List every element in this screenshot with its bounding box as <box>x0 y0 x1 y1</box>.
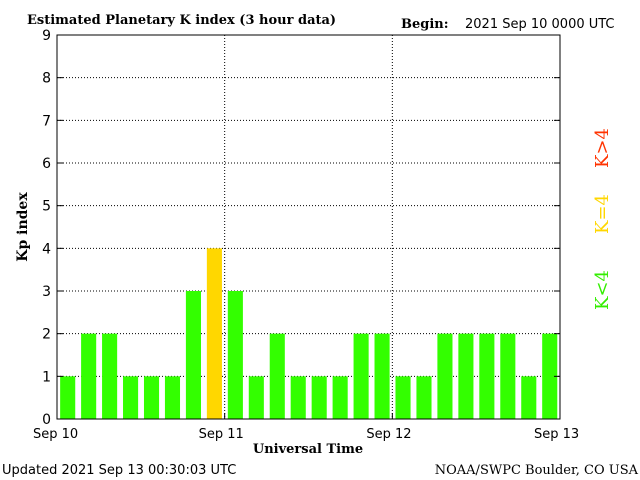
x-tick-label: Sep 13 <box>534 427 579 442</box>
kp-bar <box>395 376 411 419</box>
y-tick-label: 8 <box>42 71 51 87</box>
source-credit: NOAA/SWPC Boulder, CO USA <box>435 463 639 478</box>
kp-bar <box>81 333 97 419</box>
x-tick-label: Sep 12 <box>366 427 411 442</box>
kp-bar <box>227 291 243 419</box>
x-axis-ticks: Sep 10 Sep 11 Sep 12 Sep 13 <box>33 413 579 442</box>
kp-bar <box>416 376 432 419</box>
kp-bar <box>290 376 306 419</box>
legend-k-below-4: K<4 <box>592 270 613 310</box>
kp-bar <box>437 333 453 419</box>
kp-bar <box>500 333 516 419</box>
y-tick-label: 5 <box>42 199 51 215</box>
kp-bar <box>458 333 474 419</box>
y-axis-ticks: 0 1 2 3 4 5 6 7 8 9 <box>42 28 560 428</box>
kp-bar <box>164 376 181 419</box>
kp-bar <box>206 248 222 419</box>
kp-bar <box>479 333 495 419</box>
y-tick-label: 3 <box>42 284 51 300</box>
bar-series <box>60 248 558 419</box>
y-tick-label: 4 <box>42 241 51 257</box>
kp-bar <box>185 291 201 419</box>
x-axis-label: Universal Time <box>253 442 363 457</box>
grid-lines <box>57 35 560 419</box>
kp-bar <box>102 333 118 419</box>
x-tick-label: Sep 10 <box>33 427 78 442</box>
kp-bar <box>269 333 285 419</box>
kp-bar <box>123 376 139 419</box>
y-tick-label: 6 <box>42 156 51 172</box>
x-tick-label: Sep 11 <box>199 427 244 442</box>
kp-bar <box>374 333 390 419</box>
y-axis-label: Kp index <box>15 192 31 262</box>
kp-bar <box>521 376 537 419</box>
y-tick-label: 0 <box>42 412 51 428</box>
kp-bar <box>332 376 348 419</box>
y-tick-label: 1 <box>42 369 51 385</box>
legend-k-above-4: K>4 <box>592 128 613 168</box>
plot-frame <box>56 34 561 420</box>
y-tick-label: 2 <box>42 327 51 343</box>
y-tick-label: 9 <box>42 28 51 44</box>
begin-value: 2021 Sep 10 0000 UTC <box>465 17 615 32</box>
chart-title: Estimated Planetary K index (3 hour data… <box>27 13 336 28</box>
begin-label: Begin: <box>401 17 449 32</box>
y-tick-label: 7 <box>42 113 51 129</box>
kp-bar <box>542 333 558 419</box>
kp-bar <box>353 333 369 419</box>
kp-bar <box>311 376 327 419</box>
legend-k-equal-4: K=4 <box>592 194 613 234</box>
kp-bar <box>143 376 160 419</box>
updated-timestamp: Updated 2021 Sep 13 00:30:03 UTC <box>2 463 236 478</box>
kp-bar <box>248 376 264 419</box>
kp-bar <box>60 376 76 419</box>
